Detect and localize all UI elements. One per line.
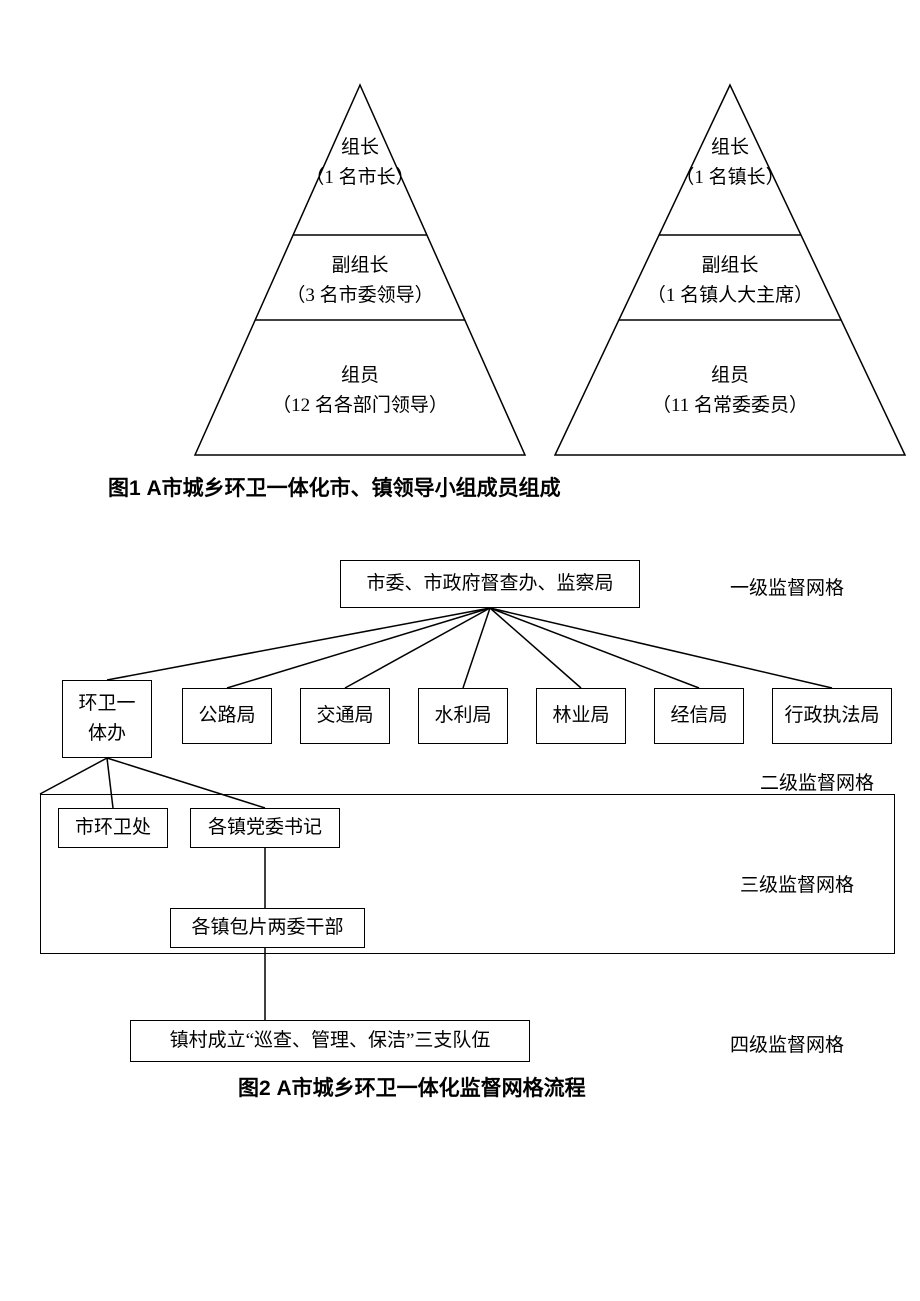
level2-box: 公路局 [182,688,272,744]
level1-label: 一级监督网格 [730,573,844,600]
level2-label: 二级监督网格 [760,768,874,795]
top-box: 市委、市政府督查办、监察局 [340,560,640,608]
level2-box: 林业局 [536,688,626,744]
level2-box: 交通局 [300,688,390,744]
level2-box: 水利局 [418,688,508,744]
level3-label: 三级监督网格 [740,870,854,897]
row3-inner-box: 各镇包片两委干部 [170,908,365,948]
level4-label: 四级监督网格 [730,1030,844,1057]
level2-box: 行政执法局 [772,688,892,744]
level2-box: 环卫一 体办 [62,680,152,758]
figure2-svg [0,0,920,1301]
level3-box: 市环卫处 [58,808,168,848]
row4-box: 镇村成立“巡查、管理、保洁”三支队伍 [130,1020,530,1062]
figure2-caption: 图2 A市城乡环卫一体化监督网格流程 [238,1072,586,1102]
level3-box: 各镇党委书记 [190,808,340,848]
level2-box: 经信局 [654,688,744,744]
